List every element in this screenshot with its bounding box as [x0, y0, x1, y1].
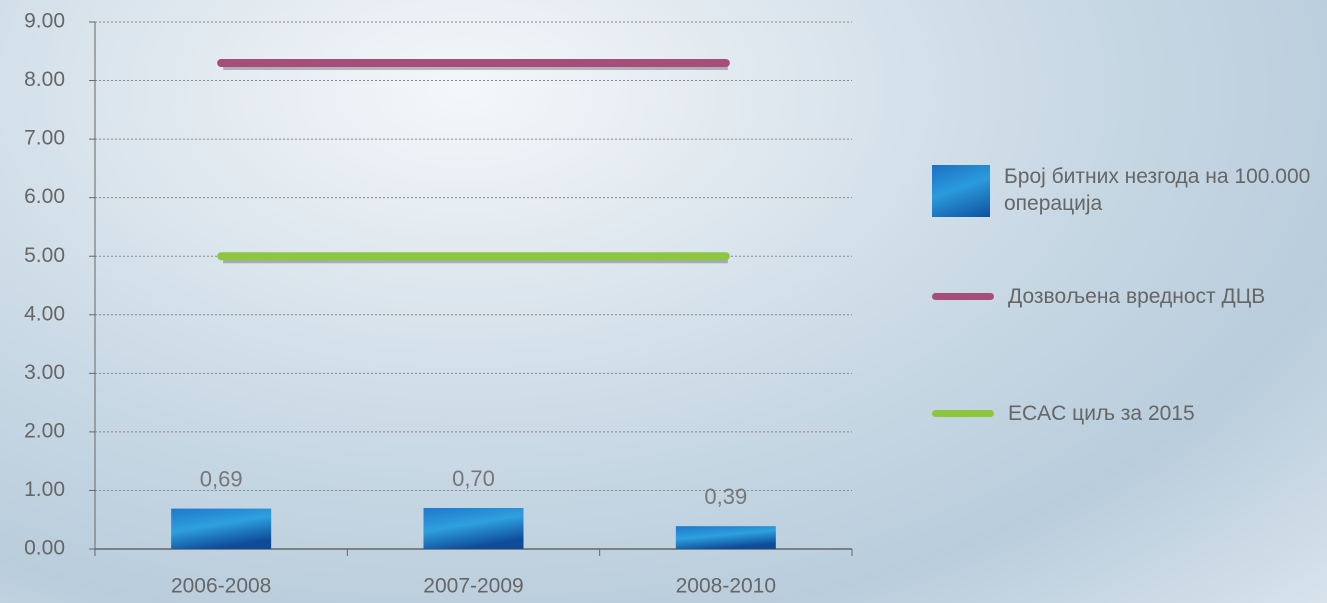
y-tick-label: 3.00	[24, 361, 65, 384]
y-tick-label: 2.00	[24, 419, 65, 442]
value-label: 0,39	[704, 484, 747, 509]
y-tick-label: 1.00	[24, 478, 65, 501]
bar	[171, 509, 271, 549]
legend-label: ECAC циљ за 2015	[1008, 400, 1327, 427]
y-tick-label: 8.00	[24, 68, 65, 91]
y-tick-label: 4.00	[24, 302, 65, 325]
x-tick-label: 2007-2009	[423, 575, 523, 598]
y-tick-label: 5.00	[24, 244, 65, 267]
legend-item: Број битних незгода на 100.000 операција	[932, 163, 1324, 217]
legend-label: Дозвољена вредност ДЦВ	[1008, 283, 1327, 310]
legend-item: Дозвољена вредност ДЦВ	[932, 283, 1327, 310]
y-tick-label: 9.00	[24, 10, 65, 33]
legend-label: Број битних незгода на 100.000 операција	[1004, 163, 1324, 217]
value-label: 0,69	[200, 466, 243, 491]
y-tick-label: 7.00	[24, 127, 65, 150]
y-tick-label: 6.00	[24, 185, 65, 208]
legend-item: ECAC циљ за 2015	[932, 400, 1327, 427]
y-tick-label: 0.00	[24, 537, 65, 560]
legend-swatch	[932, 165, 990, 217]
bar	[676, 526, 776, 549]
bar	[424, 508, 524, 549]
page: 0.00 1.00 2.00 3.00 4.00 5.00 6.00 7.00 8.00 9.00…	[0, 0, 1327, 603]
legend-swatch	[932, 293, 994, 300]
value-label: 0,70	[452, 466, 495, 491]
x-tick-label: 2006-2008	[171, 575, 271, 598]
legend-swatch	[932, 410, 994, 417]
x-tick-label: 2008-2010	[676, 575, 776, 598]
